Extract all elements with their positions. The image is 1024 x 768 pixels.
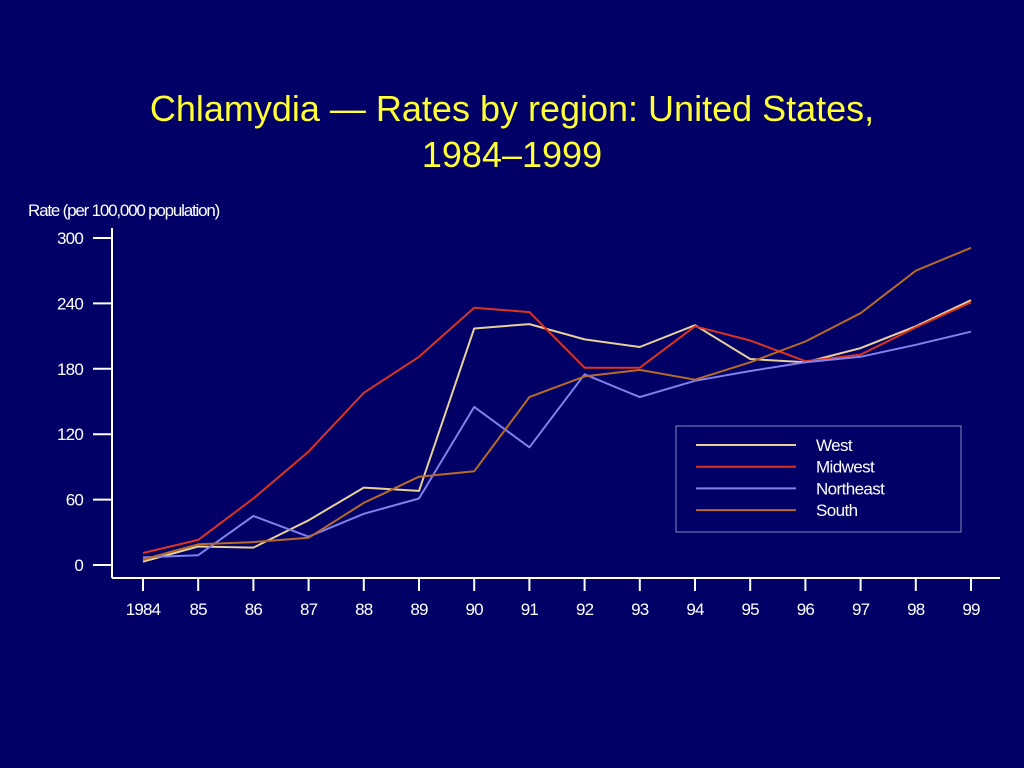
x-tick-label: 85 — [190, 600, 208, 619]
x-tick-label: 87 — [300, 600, 318, 619]
y-tick-label: 120 — [57, 425, 83, 444]
x-tick-label: 97 — [852, 600, 870, 619]
y-tick-label: 60 — [66, 491, 84, 510]
x-tick-label: 93 — [631, 600, 649, 619]
y-ticks: 0 60 120 180 240 300 — [57, 229, 112, 575]
legend-label-west: West — [816, 436, 853, 455]
y-tick-label: 240 — [57, 294, 83, 313]
x-ticks: 1984 85 86 87 88 89 90 91 92 93 94 95 96 97 98 99 — [126, 578, 981, 619]
legend-box — [675, 425, 962, 533]
series-line-west — [142, 299, 972, 563]
x-tick-label: 92 — [576, 600, 594, 619]
legend-label-midwest: Midwest — [816, 458, 875, 477]
x-tick-label: 86 — [245, 600, 263, 619]
y-axis-label: Rate (per 100,000 population) — [28, 201, 220, 220]
chart-title: Chlamydia — Rates by region: United Stat… — [0, 86, 1024, 178]
x-tick-label: 90 — [466, 600, 484, 619]
series-lines — [142, 246, 972, 563]
y-tick-label: 300 — [57, 229, 83, 248]
chart-title-line2: 1984–1999 — [421, 134, 603, 175]
x-tick-label: 99 — [962, 600, 980, 619]
x-tick-label: 1984 — [126, 600, 161, 619]
x-tick-label: 94 — [686, 600, 704, 619]
legend: West Midwest Northeast South — [675, 425, 962, 533]
chart-title-line1: Chlamydia — Rates by region: United Stat… — [149, 88, 875, 129]
x-tick-label: 98 — [907, 600, 925, 619]
x-tick-label: 89 — [410, 600, 428, 619]
y-tick-label: 0 — [74, 556, 83, 575]
legend-label-south: South — [816, 501, 858, 520]
series-line-northeast — [142, 330, 972, 559]
x-tick-label: 96 — [797, 600, 815, 619]
series-line-midwest — [142, 301, 972, 554]
x-tick-label: 95 — [742, 600, 760, 619]
x-tick-label: 88 — [355, 600, 373, 619]
y-tick-label: 180 — [57, 360, 83, 379]
series-line-south — [142, 246, 972, 561]
legend-label-northeast: Northeast — [816, 479, 885, 498]
x-tick-label: 91 — [521, 600, 539, 619]
